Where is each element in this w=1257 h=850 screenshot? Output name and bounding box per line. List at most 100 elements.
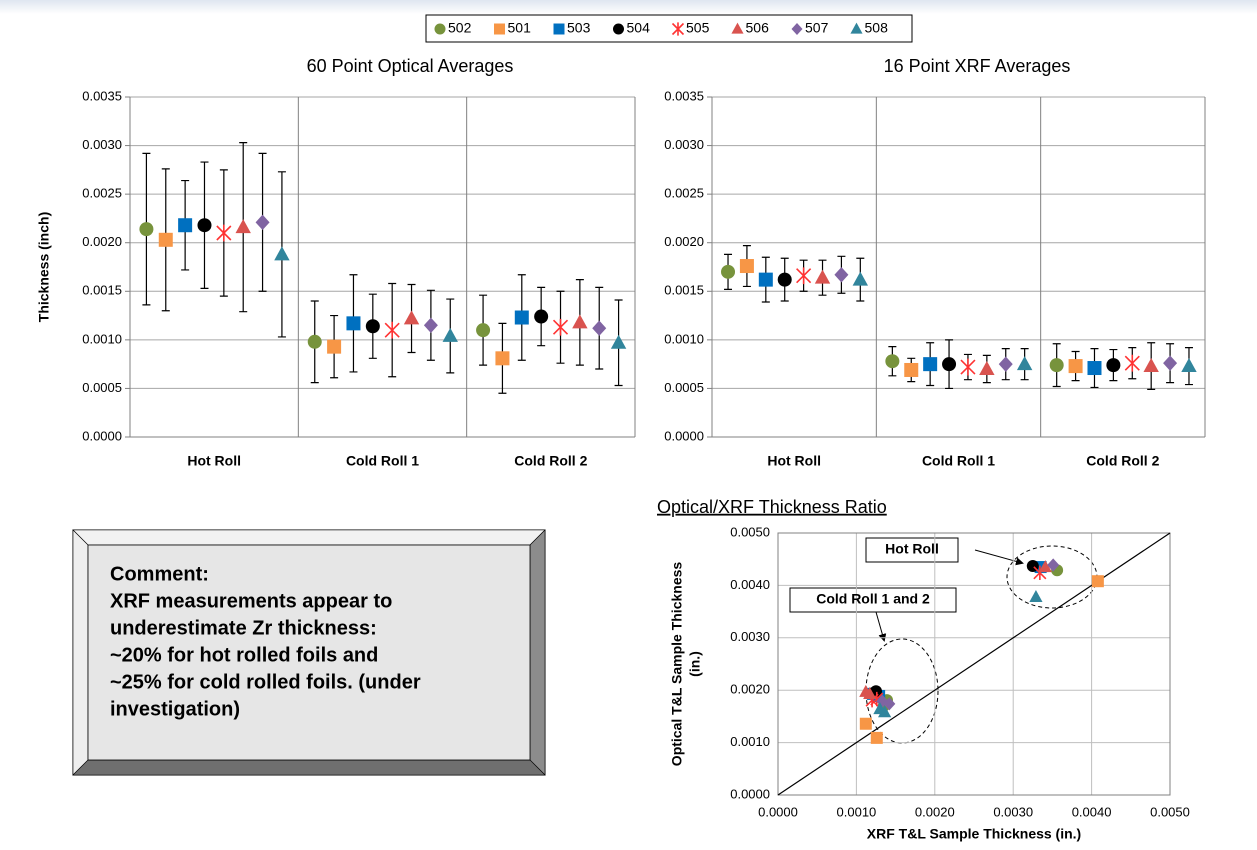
marker: [610, 334, 627, 349]
y-tick-label: 0.0030: [730, 629, 770, 644]
y-tick-label: 0.0010: [82, 331, 122, 346]
marker: [814, 269, 831, 284]
marker: [876, 694, 889, 708]
marker: [495, 351, 510, 366]
y-axis-label: (in.): [687, 651, 703, 677]
annotation: Cold Roll 1 and 2: [816, 591, 930, 607]
marker: [255, 214, 270, 231]
x-axis-label: XRF T&L Sample Thickness (in.): [867, 826, 1081, 842]
marker: [859, 717, 872, 730]
chart-title: 60 Point Optical Averages: [307, 56, 514, 76]
marker: [197, 218, 212, 233]
x-tick-label: 0.0000: [758, 804, 798, 819]
reference-line: [777, 532, 1171, 796]
marker: [863, 686, 877, 699]
marker: [834, 267, 849, 283]
marker: [852, 271, 869, 286]
marker: [1068, 359, 1083, 374]
legend-label: 503: [567, 20, 591, 36]
comment-line: ~25% for cold rolled foils. (under: [110, 671, 421, 693]
marker: [1049, 358, 1064, 373]
marker: [885, 354, 900, 369]
legend-marker: [434, 23, 446, 35]
comment-line: ~20% for hot rolled foils and: [110, 644, 378, 666]
marker: [870, 731, 883, 744]
x-tick-label: 0.0040: [1072, 804, 1112, 819]
y-tick-label: 0.0025: [664, 186, 704, 201]
marker: [758, 272, 773, 287]
marker: [1091, 575, 1104, 588]
marker: [998, 356, 1013, 372]
marker: [796, 267, 812, 285]
marker: [1181, 358, 1197, 373]
marker: [1029, 590, 1043, 603]
comment-box: [72, 529, 546, 776]
chart-title: 16 Point XRF Averages: [884, 56, 1071, 76]
y-tick-label: 0.0010: [664, 331, 704, 346]
comment-line: investigation): [110, 698, 240, 720]
comment-line: XRF measurements appear to: [110, 590, 392, 612]
marker: [1124, 354, 1140, 372]
legend-marker: [791, 22, 803, 36]
marker: [777, 272, 792, 287]
marker: [139, 222, 154, 237]
marker: [423, 317, 438, 333]
chart-title: Optical/XRF Thickness Ratio: [657, 497, 887, 517]
marker: [960, 358, 976, 376]
x-tick-label: 0.0050: [1150, 804, 1190, 819]
marker: [592, 320, 607, 336]
annotation-shapes: [789, 537, 1098, 744]
marker: [904, 362, 919, 377]
marker: [1038, 560, 1052, 573]
marker: [514, 310, 529, 325]
y-tick-label: 0.0020: [730, 682, 770, 697]
legend-marker: [553, 23, 565, 35]
y-tick-label: 0.0035: [664, 88, 704, 103]
marker: [365, 319, 380, 334]
y-tick-label: 0.0020: [82, 234, 122, 249]
marker: [721, 264, 736, 279]
legend-label: 504: [627, 20, 651, 36]
legend-label: 502: [448, 20, 472, 36]
marker: [346, 316, 361, 331]
comment-line: Comment:: [110, 563, 209, 585]
marker: [739, 259, 754, 274]
marker: [274, 246, 290, 261]
marker: [1106, 358, 1121, 373]
marker: [552, 318, 569, 336]
y-tick-label: 0.0000: [730, 786, 770, 801]
y-tick-label: 0.0050: [730, 524, 770, 539]
marker: [442, 327, 458, 342]
legend-marker: [494, 23, 505, 35]
legend-marker: [731, 22, 744, 34]
legend-marker: [671, 22, 685, 36]
y-tick-label: 0.0025: [82, 186, 122, 201]
marker: [979, 360, 995, 375]
marker: [384, 321, 400, 339]
annotation: Hot Roll: [885, 541, 939, 557]
marker: [1163, 355, 1178, 371]
x-tick-label: Cold Roll 2: [514, 453, 587, 469]
marker: [158, 232, 173, 247]
y-axis-label: Thickness (inch): [36, 212, 52, 322]
y-tick-label: 0.0000: [82, 428, 122, 443]
marker: [216, 224, 232, 242]
x-tick-label: 0.0010: [837, 804, 877, 819]
marker: [235, 219, 251, 234]
marker: [307, 334, 322, 349]
marker: [923, 357, 938, 372]
y-tick-label: 0.0015: [664, 283, 704, 298]
comment-line: underestimate Zr thickness:: [110, 617, 377, 639]
legend: 502 501 503 504 505 506 507 508: [434, 20, 888, 36]
legend-box: [425, 14, 913, 43]
y-tick-label: 0.0030: [82, 137, 122, 152]
legend-marker: [613, 23, 624, 35]
marker: [178, 218, 193, 233]
legend-label: 505: [686, 20, 710, 36]
x-tick-label: Cold Roll 1: [346, 453, 419, 469]
legend-label: 507: [805, 20, 829, 36]
marker: [1143, 358, 1159, 373]
marker: [1087, 361, 1102, 376]
y-axis-label: Optical T&L Sample Thickness: [669, 562, 685, 767]
y-tick-label: 0.0005: [664, 380, 704, 395]
